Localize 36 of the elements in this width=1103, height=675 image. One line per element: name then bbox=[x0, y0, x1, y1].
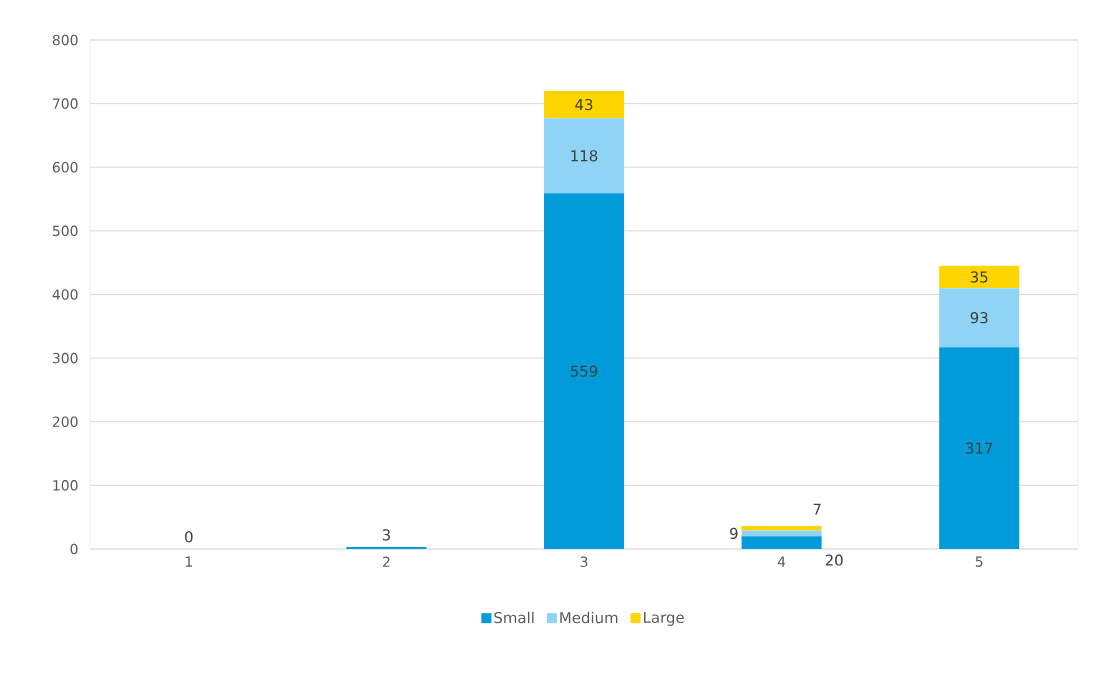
data-label: 0 bbox=[185, 531, 193, 543]
data-label: 559 bbox=[570, 365, 598, 377]
bar bbox=[939, 288, 1020, 348]
bar bbox=[544, 90, 625, 119]
data-label: 20 bbox=[825, 554, 843, 566]
data-label: 7 bbox=[813, 503, 821, 515]
x-tick-label: 2 bbox=[382, 556, 390, 567]
x-tick-label: 3 bbox=[580, 556, 588, 568]
y-tick-label: 800 bbox=[52, 34, 78, 46]
data-label: 35 bbox=[970, 271, 988, 283]
data-label: 317 bbox=[966, 442, 993, 454]
data-label: 118 bbox=[571, 150, 598, 162]
y-tick-label: 100 bbox=[53, 480, 78, 491]
x-tick-label: 1 bbox=[185, 556, 192, 567]
x-tick-label: 5 bbox=[975, 556, 983, 567]
bar bbox=[939, 265, 1020, 289]
y-tick-label: 700 bbox=[53, 98, 78, 109]
y-tick-label: 300 bbox=[52, 352, 78, 364]
data-label: 93 bbox=[970, 312, 988, 324]
x-tick-label: 4 bbox=[777, 556, 786, 567]
bar bbox=[544, 193, 625, 549]
y-tick-label: 0 bbox=[70, 543, 78, 555]
bar bbox=[741, 526, 822, 531]
y-tick-label: 600 bbox=[52, 161, 78, 173]
legend-label: Medium bbox=[560, 611, 618, 624]
y-tick-label: 400 bbox=[52, 289, 78, 300]
bar bbox=[544, 118, 625, 194]
legend-label: Large bbox=[644, 611, 684, 626]
bar bbox=[741, 536, 822, 549]
bar bbox=[939, 347, 1020, 549]
y-tick-label: 500 bbox=[52, 225, 78, 237]
data-label: 3 bbox=[382, 529, 390, 541]
data-label: 9 bbox=[730, 527, 738, 540]
data-label: 43 bbox=[575, 98, 593, 111]
y-tick-label: 200 bbox=[52, 416, 78, 428]
legend-label: Small bbox=[494, 611, 534, 624]
